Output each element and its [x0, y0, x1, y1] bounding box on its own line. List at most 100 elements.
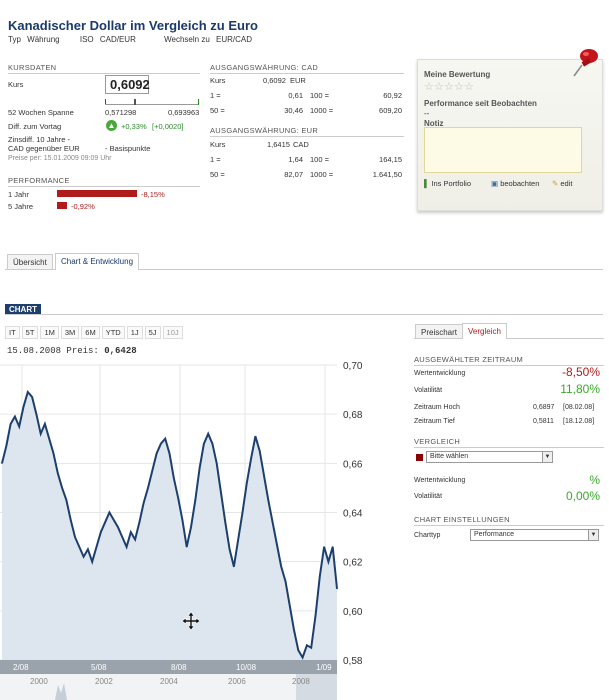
x-axis-band — [0, 660, 337, 674]
wechsel-link[interactable]: EUR/CAD — [216, 35, 253, 44]
eur-r2-b: 82,07 — [284, 170, 303, 179]
data-point — [113, 519, 115, 521]
zins-value: - Basispunkte — [105, 144, 151, 153]
performance-seit-label: Performance seit Beobachten — [424, 99, 537, 108]
data-point — [168, 452, 171, 455]
star-icon[interactable]: ☆ — [464, 81, 474, 93]
cad-kurs-unit: EUR — [290, 76, 306, 85]
zins-line2: CAD gegenüber EUR — [8, 144, 80, 153]
tab-preischart[interactable]: Preischart — [415, 324, 464, 338]
x-tick-label: 5/08 — [91, 663, 107, 672]
range-button-1j[interactable]: 1J — [126, 326, 143, 339]
notiz-textarea[interactable] — [424, 127, 582, 173]
data-point — [323, 546, 325, 548]
data-point — [203, 443, 205, 445]
portfolio-icon: ▌ — [424, 179, 430, 188]
data-point — [31, 396, 33, 398]
perf-value-1j: -8,15% — [141, 190, 165, 199]
eur-kurs-label: Kurs — [210, 140, 226, 149]
navigator-spark — [55, 683, 67, 700]
data-point — [147, 487, 149, 489]
v-wert-value: % — [589, 473, 600, 487]
chart-info: 15.08.2008 Preis: 0,6428 — [7, 346, 137, 356]
star-icon[interactable]: ☆ — [434, 81, 444, 93]
performance-seit-value: -- — [424, 109, 430, 118]
range-button-5t[interactable]: 5T — [21, 326, 39, 339]
star-rating[interactable]: ☆☆☆☆☆ — [424, 81, 474, 93]
hoch-label: Zeitraum Hoch — [414, 404, 460, 411]
data-point — [211, 443, 213, 445]
data-point — [267, 499, 269, 501]
tab-chart-entwicklung[interactable]: Chart & Entwicklung — [55, 253, 140, 270]
vergleich-select[interactable]: Bitte wählen ▼ — [426, 451, 553, 463]
data-point — [276, 543, 278, 546]
info-value: 0,6428 — [104, 346, 137, 356]
perf-bar-1j — [57, 190, 137, 197]
range-button-3m[interactable]: 3M — [60, 326, 80, 339]
cad-r2-d: 609,20 — [379, 106, 402, 115]
data-point — [35, 413, 38, 415]
data-point — [14, 416, 16, 418]
spanne-label: 52 Wochen Spanne — [8, 108, 74, 117]
data-point — [74, 536, 76, 538]
tab-vergleich[interactable]: Vergleich — [462, 323, 507, 339]
data-point — [104, 521, 106, 523]
preise-timestamp: Preise per: 15.01.2009 09:09 Uhr — [8, 155, 112, 162]
edit-link[interactable]: ✎ edit — [552, 179, 573, 188]
iso-value: CAD/EUR — [99, 35, 136, 44]
data-point — [65, 499, 67, 501]
cad-kurs-label: Kurs — [210, 76, 226, 85]
x-tick-label: 8/08 — [171, 663, 187, 672]
star-icon[interactable]: ☆ — [424, 81, 434, 93]
iso-label: ISO — [79, 35, 94, 44]
range-button-5j[interactable]: 5J — [144, 326, 161, 339]
chevron-down-icon: ▼ — [542, 452, 552, 462]
zins-line1: Zinsdiff. 10 Jahre - — [8, 135, 70, 144]
x-tick-label: 2/08 — [13, 663, 29, 672]
range-button-1m[interactable]: 1M — [40, 326, 59, 339]
typ-label: Typ — [8, 35, 21, 44]
v-wert-label: Wertentwicklung — [414, 477, 466, 484]
data-point — [306, 644, 308, 646]
data-point — [190, 526, 192, 528]
cad-kurs-value: 0,6092 — [263, 76, 286, 85]
kursdaten-head: KURSDATEN — [8, 63, 200, 74]
price-chart[interactable]: 0,70 0,68 0,66 0,64 0,62 0,60 0,58 2/08 5/08 8/08… — [0, 355, 380, 700]
data-point — [332, 546, 334, 548]
data-point — [143, 502, 145, 504]
data-point — [302, 656, 304, 659]
diff-label: Diff. zum Vortag — [8, 122, 62, 131]
wechsel-label: Wechseln zu — [164, 35, 210, 44]
eur-r2-d: 1.641,50 — [372, 170, 402, 179]
eur-r1-a: 1 = — [210, 155, 221, 164]
ins-portfolio-link[interactable]: ▌ Ins Portfolio — [424, 179, 472, 188]
notiz-label: Notiz — [424, 119, 444, 128]
vergleich-head: VERGLEICH — [414, 437, 604, 448]
typ-value: Währung — [27, 35, 60, 44]
charttyp-select[interactable]: Performance ▼ — [470, 529, 599, 541]
data-point — [220, 492, 222, 494]
data-point — [194, 499, 196, 501]
data-point — [27, 391, 29, 393]
data-point — [280, 566, 282, 568]
perf-label-5j: 5 Jahre — [8, 202, 34, 211]
data-point — [18, 425, 20, 428]
beobachten-link[interactable]: ▣ beobachten — [491, 179, 540, 188]
tief-label: Zeitraum Tief — [414, 418, 455, 425]
spanne-low: 0,571298 — [105, 108, 137, 117]
range-button-6m[interactable]: 6M — [81, 326, 100, 339]
navigator-window[interactable] — [296, 674, 337, 700]
star-icon[interactable]: ☆ — [444, 81, 454, 93]
x-tick-label: 1/09 — [316, 663, 332, 672]
info-label: Preis: — [66, 346, 99, 356]
tab-uebersicht[interactable]: Übersicht — [7, 254, 53, 269]
kurs-label: Kurs — [8, 80, 24, 89]
wert-label: Wertentwicklung — [414, 370, 466, 377]
data-point — [70, 519, 72, 521]
range-button-ytd[interactable]: YTD — [101, 326, 125, 339]
range-button-10j[interactable]: 10J — [162, 326, 183, 339]
range-button-it[interactable]: IT — [5, 326, 20, 339]
v-vol-label: Volatilität — [414, 493, 443, 500]
data-point — [233, 566, 235, 568]
star-icon[interactable]: ☆ — [454, 81, 464, 93]
